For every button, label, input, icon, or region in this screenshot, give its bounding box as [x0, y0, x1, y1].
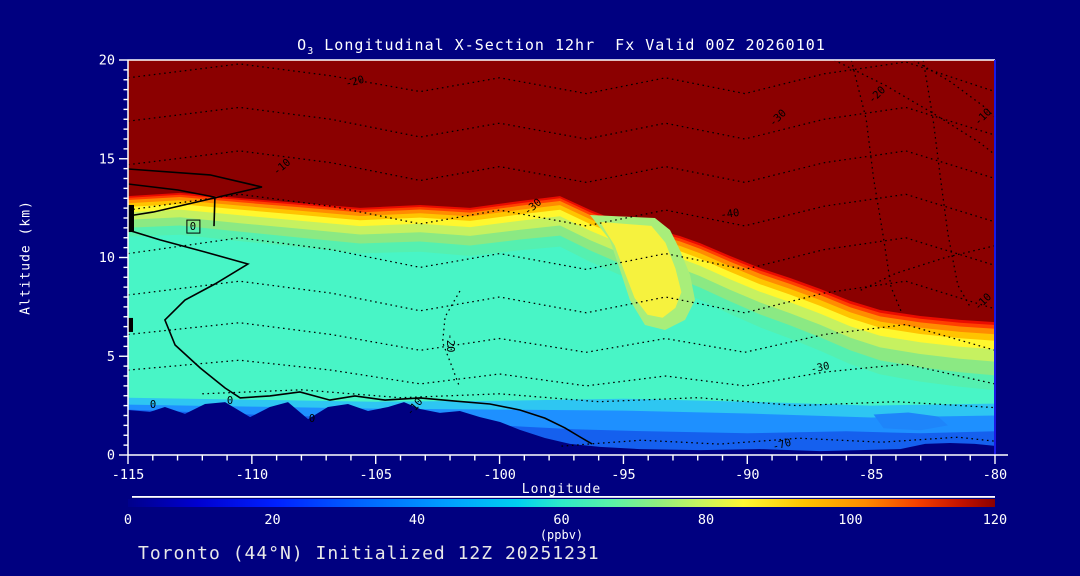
colorbar: 0 20 40 60 80 100 120: [124, 496, 1007, 528]
x-tick-label: -95: [611, 467, 635, 483]
y-tick-label: 0: [107, 448, 115, 464]
x-tick-label: -80: [983, 467, 1007, 483]
init-location-label: Toronto (44°N) Initialized 12Z 20251231: [138, 543, 600, 564]
y-tick-label: 20: [99, 53, 115, 69]
x-axis-title: Longitude: [521, 482, 602, 497]
x-tick-label: -100: [483, 467, 516, 483]
solid-contours: [128, 168, 593, 445]
y-tick-label: 5: [107, 349, 115, 365]
contour-label: -30: [810, 360, 831, 376]
contour-label: 0: [150, 399, 156, 411]
x-tick-label: -90: [735, 467, 759, 483]
contour-label: 0: [227, 395, 233, 407]
x-tick-label: -110: [236, 467, 269, 483]
plot-title-text: Longitudinal X-Section 12hr Fx Valid 00Z…: [314, 36, 826, 54]
x-tick-label: -105: [359, 467, 392, 483]
colorbar-tick-label: 20: [264, 512, 280, 528]
colorbar-tick-label: 120: [983, 512, 1007, 528]
colorbar-tick-label: 100: [838, 512, 862, 528]
y-tick-label: 15: [99, 151, 115, 167]
plot-frame: -115 -110 -105 -100 -95 -90 -85 -80 0 5 10 15 20: [99, 53, 1008, 483]
contour-label: -70: [771, 437, 792, 454]
colorbar-units-label: (ppbv): [539, 528, 584, 542]
x-tick-label: -115: [112, 467, 145, 483]
x-tick-label: -85: [859, 467, 883, 483]
colorbar-tick-label: 40: [409, 512, 425, 528]
contour-label: -20: [444, 334, 456, 353]
contour-label: -40: [720, 207, 740, 222]
plot-title-species-subscript: 3: [307, 46, 315, 57]
colorbar-tick-label: 60: [553, 512, 569, 528]
colorbar-tick-label: 0: [124, 512, 132, 528]
y-tick-label: 10: [99, 250, 115, 266]
plot-title: O3 Longitudinal X-Section 12hr Fx Valid …: [128, 36, 995, 57]
contour-label: 0: [309, 413, 315, 425]
colorbar-tick-label: 80: [698, 512, 714, 528]
terrain-silhouette: [128, 402, 995, 455]
dotted-contours: [128, 60, 995, 447]
contour-label: -20: [344, 74, 365, 91]
contour-label: 0: [190, 221, 196, 233]
plot-title-species: O: [297, 36, 308, 54]
y-axis-title: Altitude (km): [18, 200, 34, 315]
